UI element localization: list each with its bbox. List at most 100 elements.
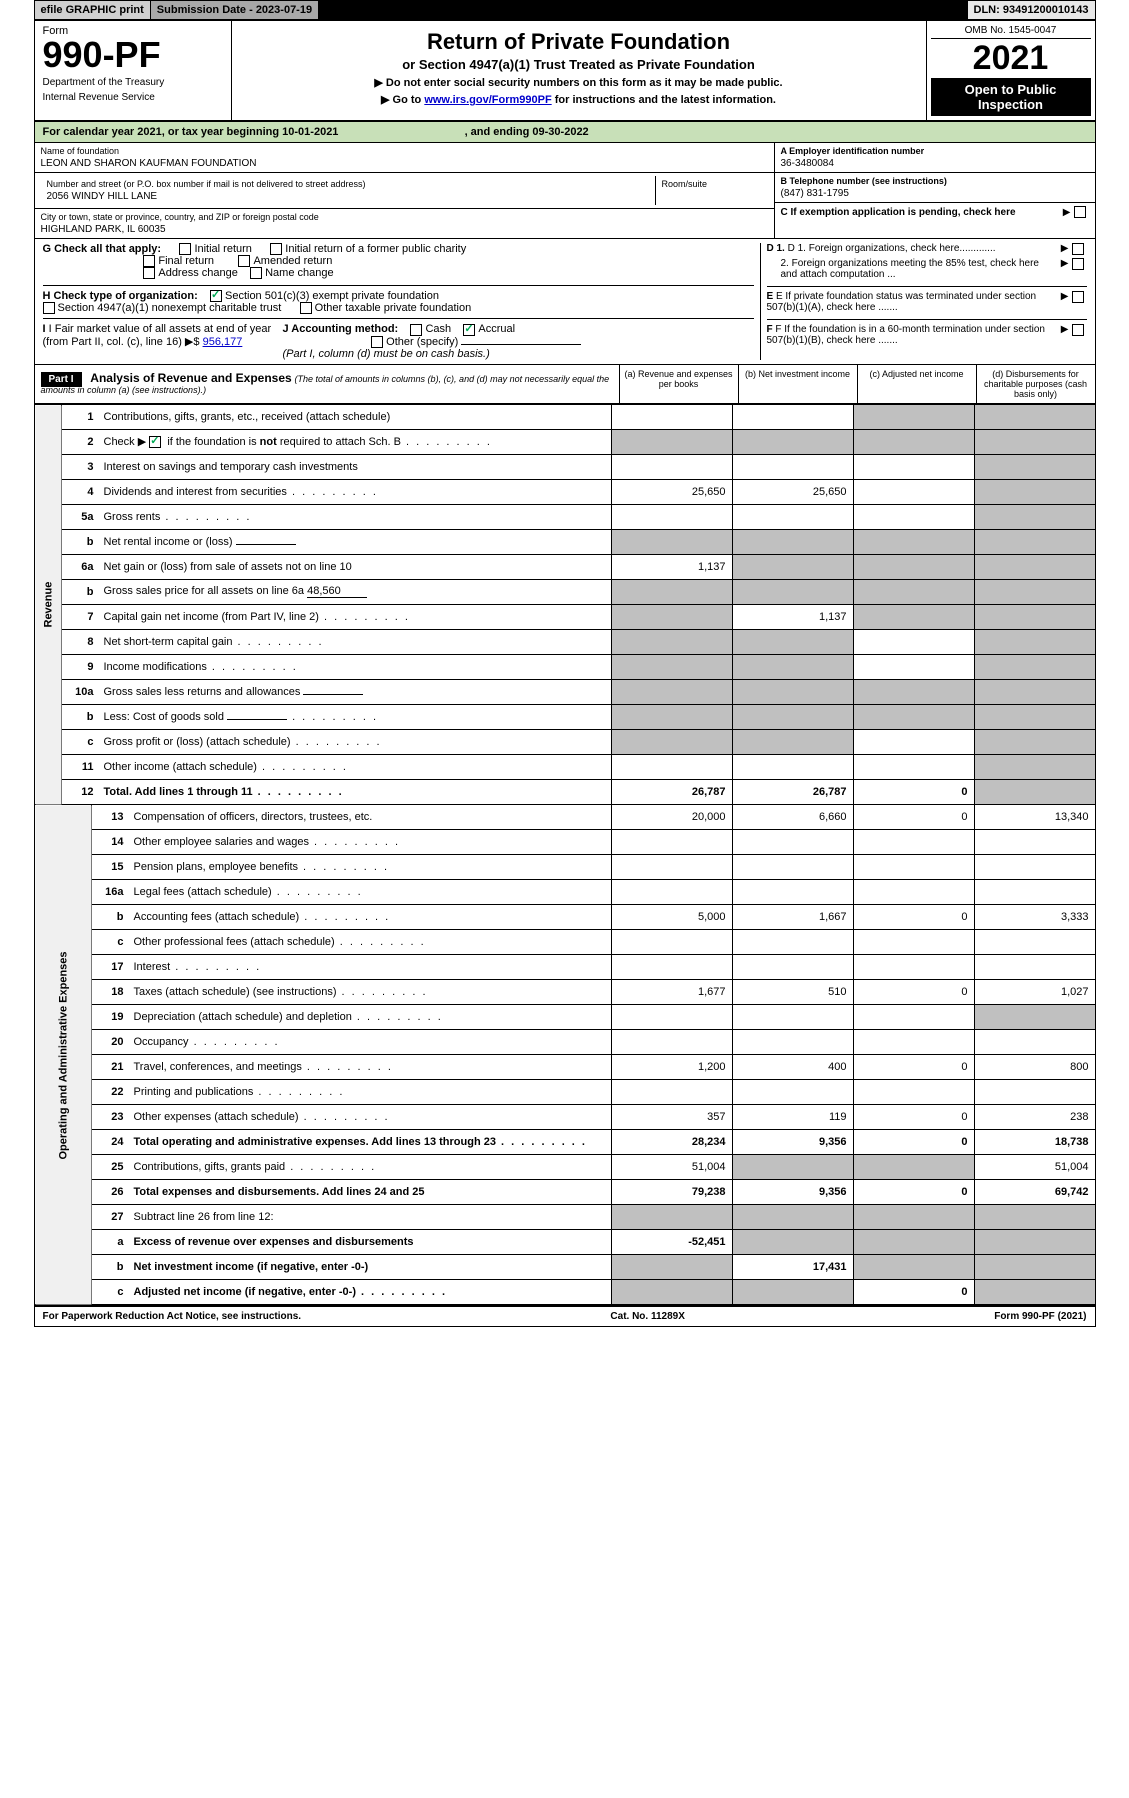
amount-cell	[853, 1229, 974, 1254]
row-label: Net rental income or (loss)	[100, 529, 612, 554]
irs-link[interactable]: www.irs.gov/Form990PF	[424, 94, 551, 106]
h3: Other taxable private foundation	[315, 302, 472, 314]
amount-cell	[732, 429, 853, 454]
i-value[interactable]: 956,177	[203, 336, 243, 348]
g5-checkbox[interactable]	[143, 267, 155, 279]
expenses-table: Operating and Administrative Expenses13C…	[35, 805, 1095, 1305]
amount-cell	[853, 454, 974, 479]
row-label: Interest on savings and temporary cash i…	[100, 454, 612, 479]
amount-cell	[732, 454, 853, 479]
amount-cell: 400	[732, 1054, 853, 1079]
g-label: G Check all that apply:	[43, 243, 162, 255]
j1-checkbox[interactable]	[410, 324, 422, 336]
amount-cell	[732, 1079, 853, 1104]
h1-checkbox[interactable]	[210, 290, 222, 302]
header-row: Form 990-PF Department of the Treasury I…	[35, 21, 1095, 122]
row-number: b	[61, 529, 100, 554]
schb-checkbox[interactable]	[149, 436, 161, 448]
amount-cell	[853, 1004, 974, 1029]
amount-cell	[732, 829, 853, 854]
ein-label: A Employer identification number	[781, 146, 1089, 156]
amount-cell	[853, 929, 974, 954]
amount-cell	[974, 654, 1095, 679]
d1-checkbox[interactable]	[1072, 243, 1084, 255]
amount-cell: 26,787	[732, 779, 853, 804]
j3-checkbox[interactable]	[371, 336, 383, 348]
amount-cell	[853, 954, 974, 979]
amount-cell	[853, 529, 974, 554]
g1-checkbox[interactable]	[179, 243, 191, 255]
col-a-header: (a) Revenue and expenses per books	[619, 365, 738, 403]
amount-cell	[853, 704, 974, 729]
h-label: H Check type of organization:	[43, 290, 198, 302]
addr-cell: Number and street (or P.O. box number if…	[35, 173, 774, 209]
row-label: Contributions, gifts, grants paid	[130, 1154, 612, 1179]
g3: Final return	[158, 255, 214, 267]
form-title: Return of Private Foundation	[238, 29, 920, 55]
amount-cell: 17,431	[732, 1254, 853, 1279]
amount-cell	[732, 1029, 853, 1054]
row-label: Total expenses and disbursements. Add li…	[130, 1179, 612, 1204]
part1-header: Part I Analysis of Revenue and Expenses …	[35, 365, 1095, 405]
amount-cell	[974, 854, 1095, 879]
header-center: Return of Private Foundation or Section …	[232, 21, 927, 120]
d2-checkbox[interactable]	[1072, 258, 1084, 270]
amount-cell	[611, 579, 732, 604]
amount-cell	[732, 629, 853, 654]
row-number: 4	[61, 479, 100, 504]
amount-cell: 79,238	[611, 1179, 732, 1204]
row-number: 7	[61, 604, 100, 629]
amount-cell	[611, 405, 732, 430]
table-row: 25Contributions, gifts, grants paid51,00…	[35, 1154, 1095, 1179]
c-checkbox[interactable]	[1074, 206, 1086, 218]
amount-cell	[611, 1279, 732, 1304]
row-label: Income modifications	[100, 654, 612, 679]
amount-cell	[974, 479, 1095, 504]
j2-checkbox[interactable]	[463, 324, 475, 336]
row-number: 3	[61, 454, 100, 479]
table-row: 27Subtract line 26 from line 12:	[35, 1204, 1095, 1229]
row-label: Legal fees (attach schedule)	[130, 879, 612, 904]
j-note: (Part I, column (d) must be on cash basi…	[283, 348, 490, 360]
info-block: Name of foundation LEON AND SHARON KAUFM…	[35, 143, 1095, 239]
amount-cell: 9,356	[732, 1129, 853, 1154]
g6-checkbox[interactable]	[250, 267, 262, 279]
row-number: 20	[91, 1029, 130, 1054]
g3-checkbox[interactable]	[143, 255, 155, 267]
row-number: 22	[91, 1079, 130, 1104]
row-number: c	[61, 729, 100, 754]
h3-checkbox[interactable]	[300, 302, 312, 314]
h2-checkbox[interactable]	[43, 302, 55, 314]
amount-cell: 18,738	[974, 1129, 1095, 1154]
row-label: Taxes (attach schedule) (see instruction…	[130, 979, 612, 1004]
row-number: 25	[91, 1154, 130, 1179]
cal-pre: For calendar year 2021, or tax year begi…	[43, 126, 283, 138]
g2-checkbox[interactable]	[270, 243, 282, 255]
table-row: 11Other income (attach schedule)	[35, 754, 1095, 779]
city-state-zip: HIGHLAND PARK, IL 60035	[41, 224, 768, 235]
g4-checkbox[interactable]	[238, 255, 250, 267]
row-label: Accounting fees (attach schedule)	[130, 904, 612, 929]
table-row: 5aGross rents	[35, 504, 1095, 529]
row-number: 23	[91, 1104, 130, 1129]
section-label: Operating and Administrative Expenses	[35, 805, 92, 1305]
amount-cell: -52,451	[611, 1229, 732, 1254]
table-row: bNet rental income or (loss)	[35, 529, 1095, 554]
amount-cell: 0	[853, 1129, 974, 1154]
amount-cell	[732, 405, 853, 430]
f-checkbox[interactable]	[1072, 324, 1084, 336]
amount-cell: 1,677	[611, 979, 732, 1004]
amount-cell	[611, 1204, 732, 1229]
table-row: bAccounting fees (attach schedule)5,0001…	[35, 904, 1095, 929]
table-row: 7Capital gain net income (from Part IV, …	[35, 604, 1095, 629]
amount-cell	[732, 654, 853, 679]
row-number: 27	[91, 1204, 130, 1229]
amount-cell	[732, 729, 853, 754]
e-checkbox[interactable]	[1072, 291, 1084, 303]
omb-number: OMB No. 1545-0047	[931, 25, 1091, 39]
revenue-table: Revenue1Contributions, gifts, grants, et…	[35, 405, 1095, 805]
amount-cell	[732, 1279, 853, 1304]
amount-cell	[732, 679, 853, 704]
amount-cell	[611, 604, 732, 629]
amount-cell	[853, 854, 974, 879]
